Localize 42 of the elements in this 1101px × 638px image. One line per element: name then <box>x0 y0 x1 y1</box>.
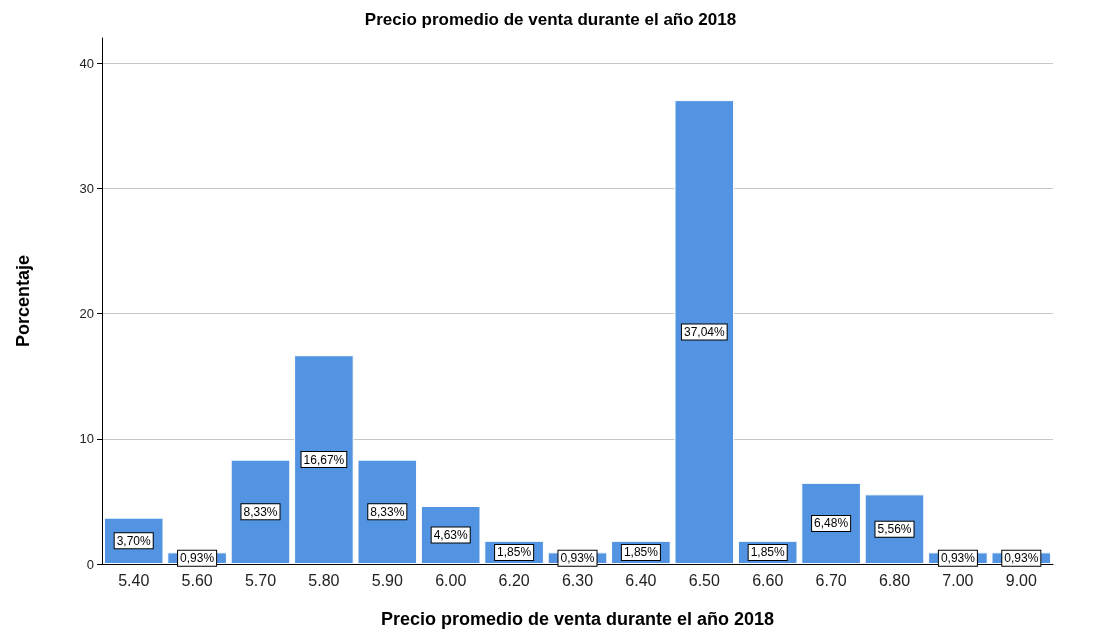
data-label: 0,93% <box>180 551 215 566</box>
bar <box>294 355 354 564</box>
data-label: 0,93% <box>560 551 595 566</box>
data-label: 1,85% <box>750 545 786 560</box>
data-label: 37,04% <box>683 325 725 340</box>
y-tick-label: 40 <box>79 55 94 71</box>
bar <box>674 100 735 564</box>
y-tick-label: 20 <box>79 306 94 322</box>
x-tick-label: 6.80 <box>878 571 911 589</box>
x-tick-label: 6.70 <box>815 571 847 589</box>
x-tick-label: 6.30 <box>561 571 594 589</box>
x-tick-label: 9.00 <box>1005 571 1037 589</box>
data-label: 1,85% <box>497 545 532 560</box>
x-tick-label: 7.00 <box>942 571 974 589</box>
y-tick-label: 30 <box>79 180 94 196</box>
data-label: 8,33% <box>243 504 278 519</box>
x-tick-label: 6.60 <box>752 571 784 589</box>
x-tick-label: 6.50 <box>688 571 720 589</box>
x-tick-label: 6.20 <box>498 571 530 589</box>
data-label: 3,70% <box>116 533 152 548</box>
x-tick-label: 6.00 <box>435 571 467 589</box>
y-tick-label: 0 <box>86 556 94 572</box>
x-tick-label: 5.90 <box>371 571 403 589</box>
data-label: 16,67% <box>303 452 345 467</box>
bar <box>357 459 418 564</box>
chart-title: Precio promedio de venta durante el año 2018 <box>364 10 737 29</box>
data-label: 4,63% <box>433 528 469 543</box>
x-tick-label: 5.40 <box>118 571 150 589</box>
data-label: 5,56% <box>877 522 912 537</box>
x-tick-label: 5.60 <box>181 571 213 589</box>
data-label: 1,85% <box>623 545 659 560</box>
data-label: 0,93% <box>940 551 976 566</box>
data-label: 6,48% <box>814 516 849 531</box>
bar <box>230 459 291 564</box>
data-label: 8,33% <box>370 504 405 519</box>
y-tick-label: 10 <box>79 431 94 447</box>
y-axis-title: Porcentaje <box>13 254 33 348</box>
x-tick-label: 6.40 <box>625 571 657 589</box>
x-axis-title: Precio promedio de venta durante el año 2018 <box>380 609 775 629</box>
x-tick-label: 5.70 <box>244 571 277 589</box>
x-tick-label: 5.80 <box>308 571 340 589</box>
data-label: 0,93% <box>1004 551 1039 566</box>
